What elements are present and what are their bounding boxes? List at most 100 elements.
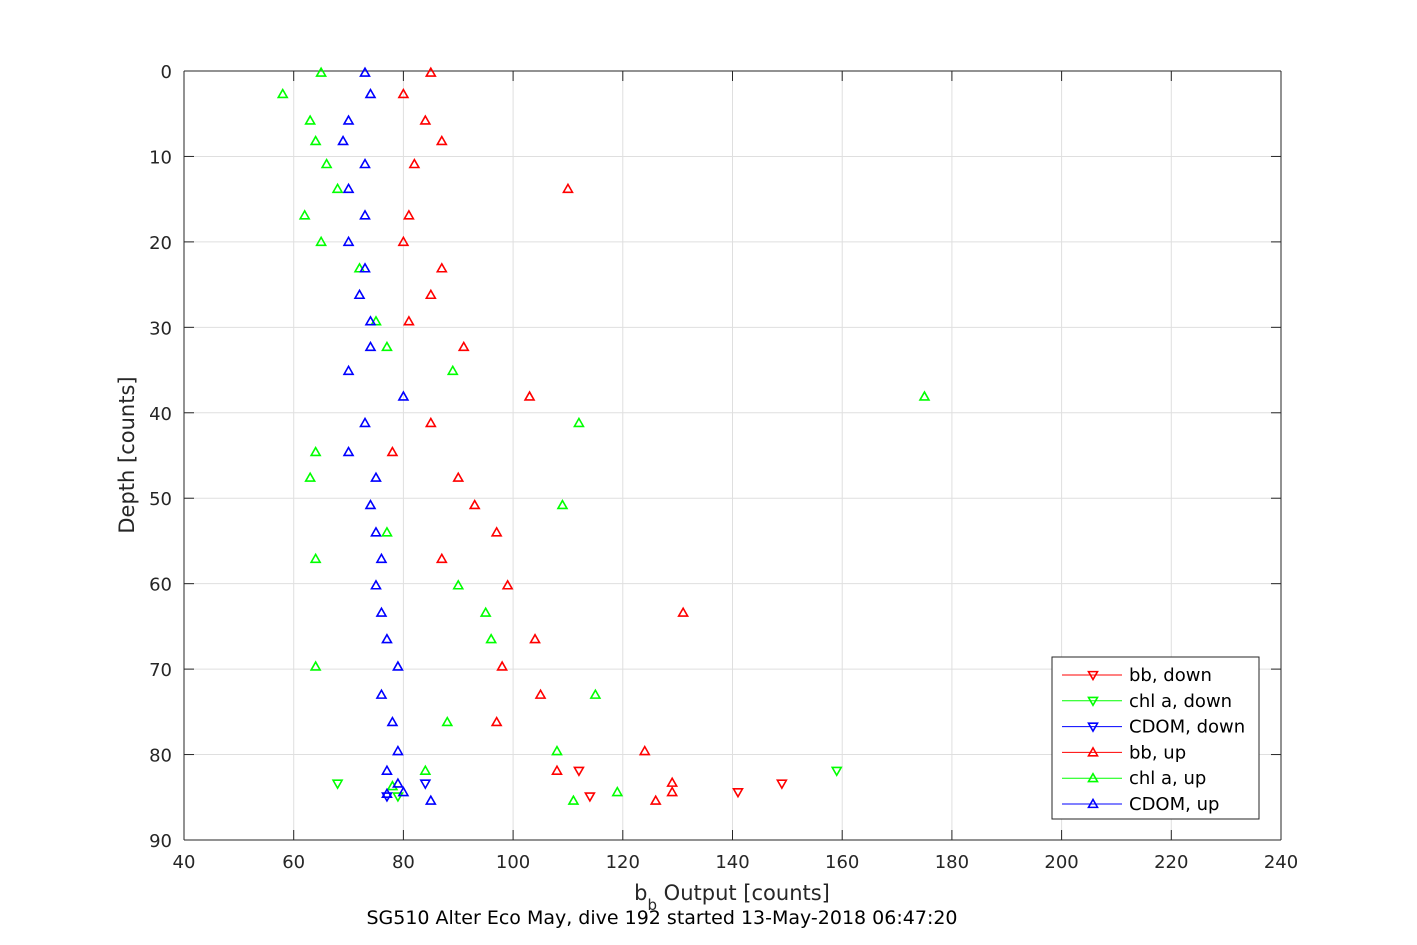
data-point (315, 235, 328, 247)
y-tick-label: 40 (149, 404, 172, 425)
legend-label: chl a, down (1129, 691, 1232, 712)
data-point (435, 134, 448, 146)
data-point (331, 779, 344, 790)
data-point (364, 498, 377, 510)
data-point (424, 794, 437, 805)
data-point (424, 288, 437, 300)
data-point (353, 288, 366, 300)
data-point (551, 764, 563, 775)
data-point (441, 715, 454, 727)
data-point (496, 660, 509, 671)
figure-caption: SG510 Alter Eco May, dive 192 started 13… (366, 907, 957, 929)
legend-box (1051, 656, 1260, 820)
data-point (276, 87, 289, 99)
data-point (304, 471, 317, 482)
legend-marker (1087, 670, 1099, 682)
legend-marker (1087, 722, 1099, 733)
data-point (370, 315, 382, 326)
data-point (304, 114, 317, 125)
data-point (315, 66, 328, 77)
data-point (342, 445, 355, 457)
data-point (364, 87, 377, 99)
x-axis-label-rest: Output [counts] (657, 881, 830, 905)
data-point (342, 114, 355, 125)
legend-label: CDOM, down (1129, 717, 1245, 738)
x-tick-label: 100 (496, 852, 530, 873)
x-tick-label: 40 (173, 852, 196, 873)
data-point (381, 526, 393, 537)
data-point (573, 416, 585, 428)
data-point (534, 688, 547, 699)
data-point (342, 235, 355, 247)
data-point (381, 633, 393, 644)
data-point (331, 182, 344, 194)
data-point (562, 182, 574, 194)
data-point (342, 364, 355, 376)
data-point (523, 390, 536, 401)
y-tick-label: 30 (149, 318, 172, 339)
y-tick-label: 80 (149, 746, 172, 767)
x-tick-label: 120 (606, 852, 640, 873)
y-tick-label: 0 (161, 62, 172, 83)
data-point (364, 315, 377, 326)
data-point (359, 416, 371, 428)
x-tick-label: 80 (392, 852, 415, 873)
data-point (589, 688, 602, 699)
x-axis-label-main: b (634, 881, 647, 905)
x-tick-label: 160 (825, 852, 859, 873)
data-point (397, 786, 410, 797)
data-point (452, 579, 465, 590)
data-point (408, 158, 421, 169)
data-point (359, 66, 371, 77)
data-point (298, 209, 311, 220)
legend-marker (1087, 797, 1099, 809)
data-point (424, 416, 437, 428)
data-point (370, 579, 382, 590)
data-point (479, 606, 492, 617)
data-point (397, 390, 410, 401)
data-point (452, 471, 465, 482)
data-point (386, 445, 399, 457)
data-point (419, 764, 432, 775)
data-point (309, 134, 322, 146)
data-point (419, 779, 432, 790)
data-point (457, 340, 470, 352)
data-point (309, 660, 322, 671)
data-point (309, 445, 322, 457)
legend-label: CDOM, up (1129, 794, 1219, 815)
data-point (638, 745, 651, 756)
ticks: 40 60 80 100 120 140 160 180 200 220 240 0 10 20 30 40 5… (149, 62, 1298, 873)
data-point (392, 792, 404, 803)
data-point (775, 779, 788, 790)
data-point (375, 688, 388, 699)
x-tick-label: 220 (1154, 852, 1188, 873)
data-point (375, 552, 388, 564)
data-point (337, 134, 349, 146)
data-point (649, 794, 662, 805)
legend-label: bb, down (1129, 665, 1212, 686)
data-point (468, 498, 481, 510)
data-point (403, 209, 415, 220)
data-point (309, 552, 322, 564)
x-tick-label: 200 (1044, 852, 1078, 873)
data-point (392, 777, 404, 788)
x-axis-label: bb Output [counts] (634, 881, 830, 914)
data-point (677, 606, 690, 617)
legend-marker (1087, 696, 1099, 707)
data-point (830, 766, 843, 777)
data-point (573, 766, 585, 777)
data-point (435, 552, 448, 564)
data-point (359, 158, 371, 169)
data-point (375, 606, 388, 617)
data-point (567, 794, 580, 805)
data-point (397, 87, 410, 99)
data-point (381, 764, 393, 775)
legend: bb, down chl a, down CDOM, down bb, up chl a… (1051, 656, 1260, 820)
data-markers (276, 66, 931, 805)
y-tick-label: 90 (149, 831, 172, 852)
data-point (386, 715, 399, 727)
y-tick-label: 60 (149, 575, 172, 596)
x-tick-label: 180 (935, 852, 969, 873)
data-point (392, 745, 404, 756)
data-point (611, 786, 624, 797)
